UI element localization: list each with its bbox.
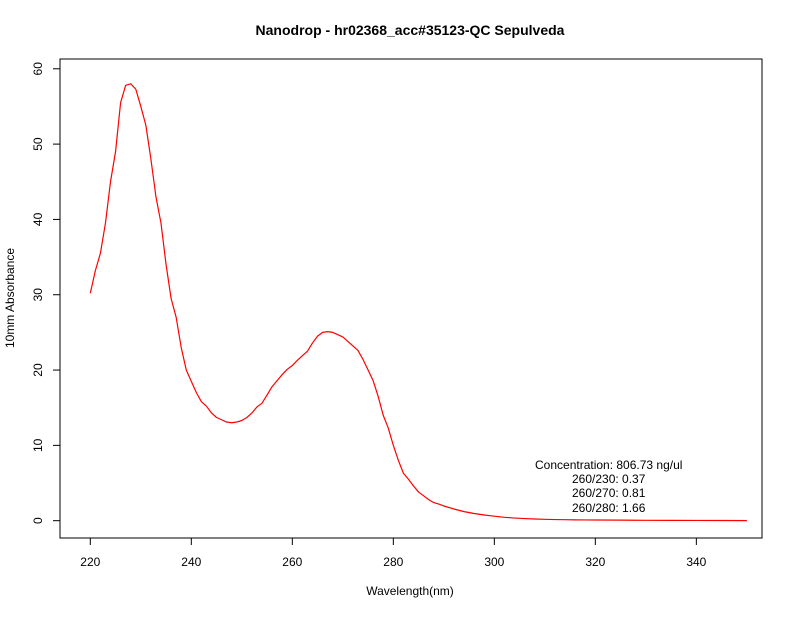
- x-tick-label: 320: [585, 555, 605, 569]
- y-tick-label: 40: [31, 212, 45, 226]
- y-tick-label: 50: [31, 137, 45, 151]
- y-axis-label: 10mm Absorbance: [3, 248, 17, 348]
- x-tick-label: 240: [181, 555, 201, 569]
- series-layer: [89, 83, 747, 522]
- x-tick-label: 260: [282, 555, 302, 569]
- y-axis: 0 10 20 30 40 50 60: [31, 62, 60, 524]
- absorbance-series-line: [89, 83, 747, 522]
- ratio-260-230-text: 260/230: 0.37: [572, 472, 646, 486]
- x-axis: 220 240 260 280 300 320 340: [80, 538, 707, 569]
- plot-frame: [59, 58, 763, 539]
- ratio-260-280-text: 260/280: 1.66: [572, 501, 646, 515]
- y-tick-label: 10: [31, 438, 45, 452]
- x-tick-label: 300: [484, 555, 504, 569]
- ratio-260-270-text: 260/270: 0.81: [572, 486, 646, 500]
- chart-title: Nanodrop - hr02368_acc#35123-QC Sepulved…: [256, 22, 565, 38]
- y-tick-label: 20: [31, 363, 45, 377]
- x-tick-label: 280: [383, 555, 403, 569]
- x-axis-label: Wavelength(nm): [366, 584, 454, 598]
- annotation-block: Concentration: 806.73 ng/ul 260/230: 0.3…: [535, 458, 682, 515]
- concentration-text: Concentration: 806.73 ng/ul: [535, 458, 682, 472]
- y-tick-label: 0: [31, 517, 45, 524]
- y-tick-label: 30: [31, 288, 45, 302]
- y-tick-label: 60: [31, 62, 45, 76]
- x-tick-label: 340: [686, 555, 706, 569]
- x-tick-label: 220: [80, 555, 100, 569]
